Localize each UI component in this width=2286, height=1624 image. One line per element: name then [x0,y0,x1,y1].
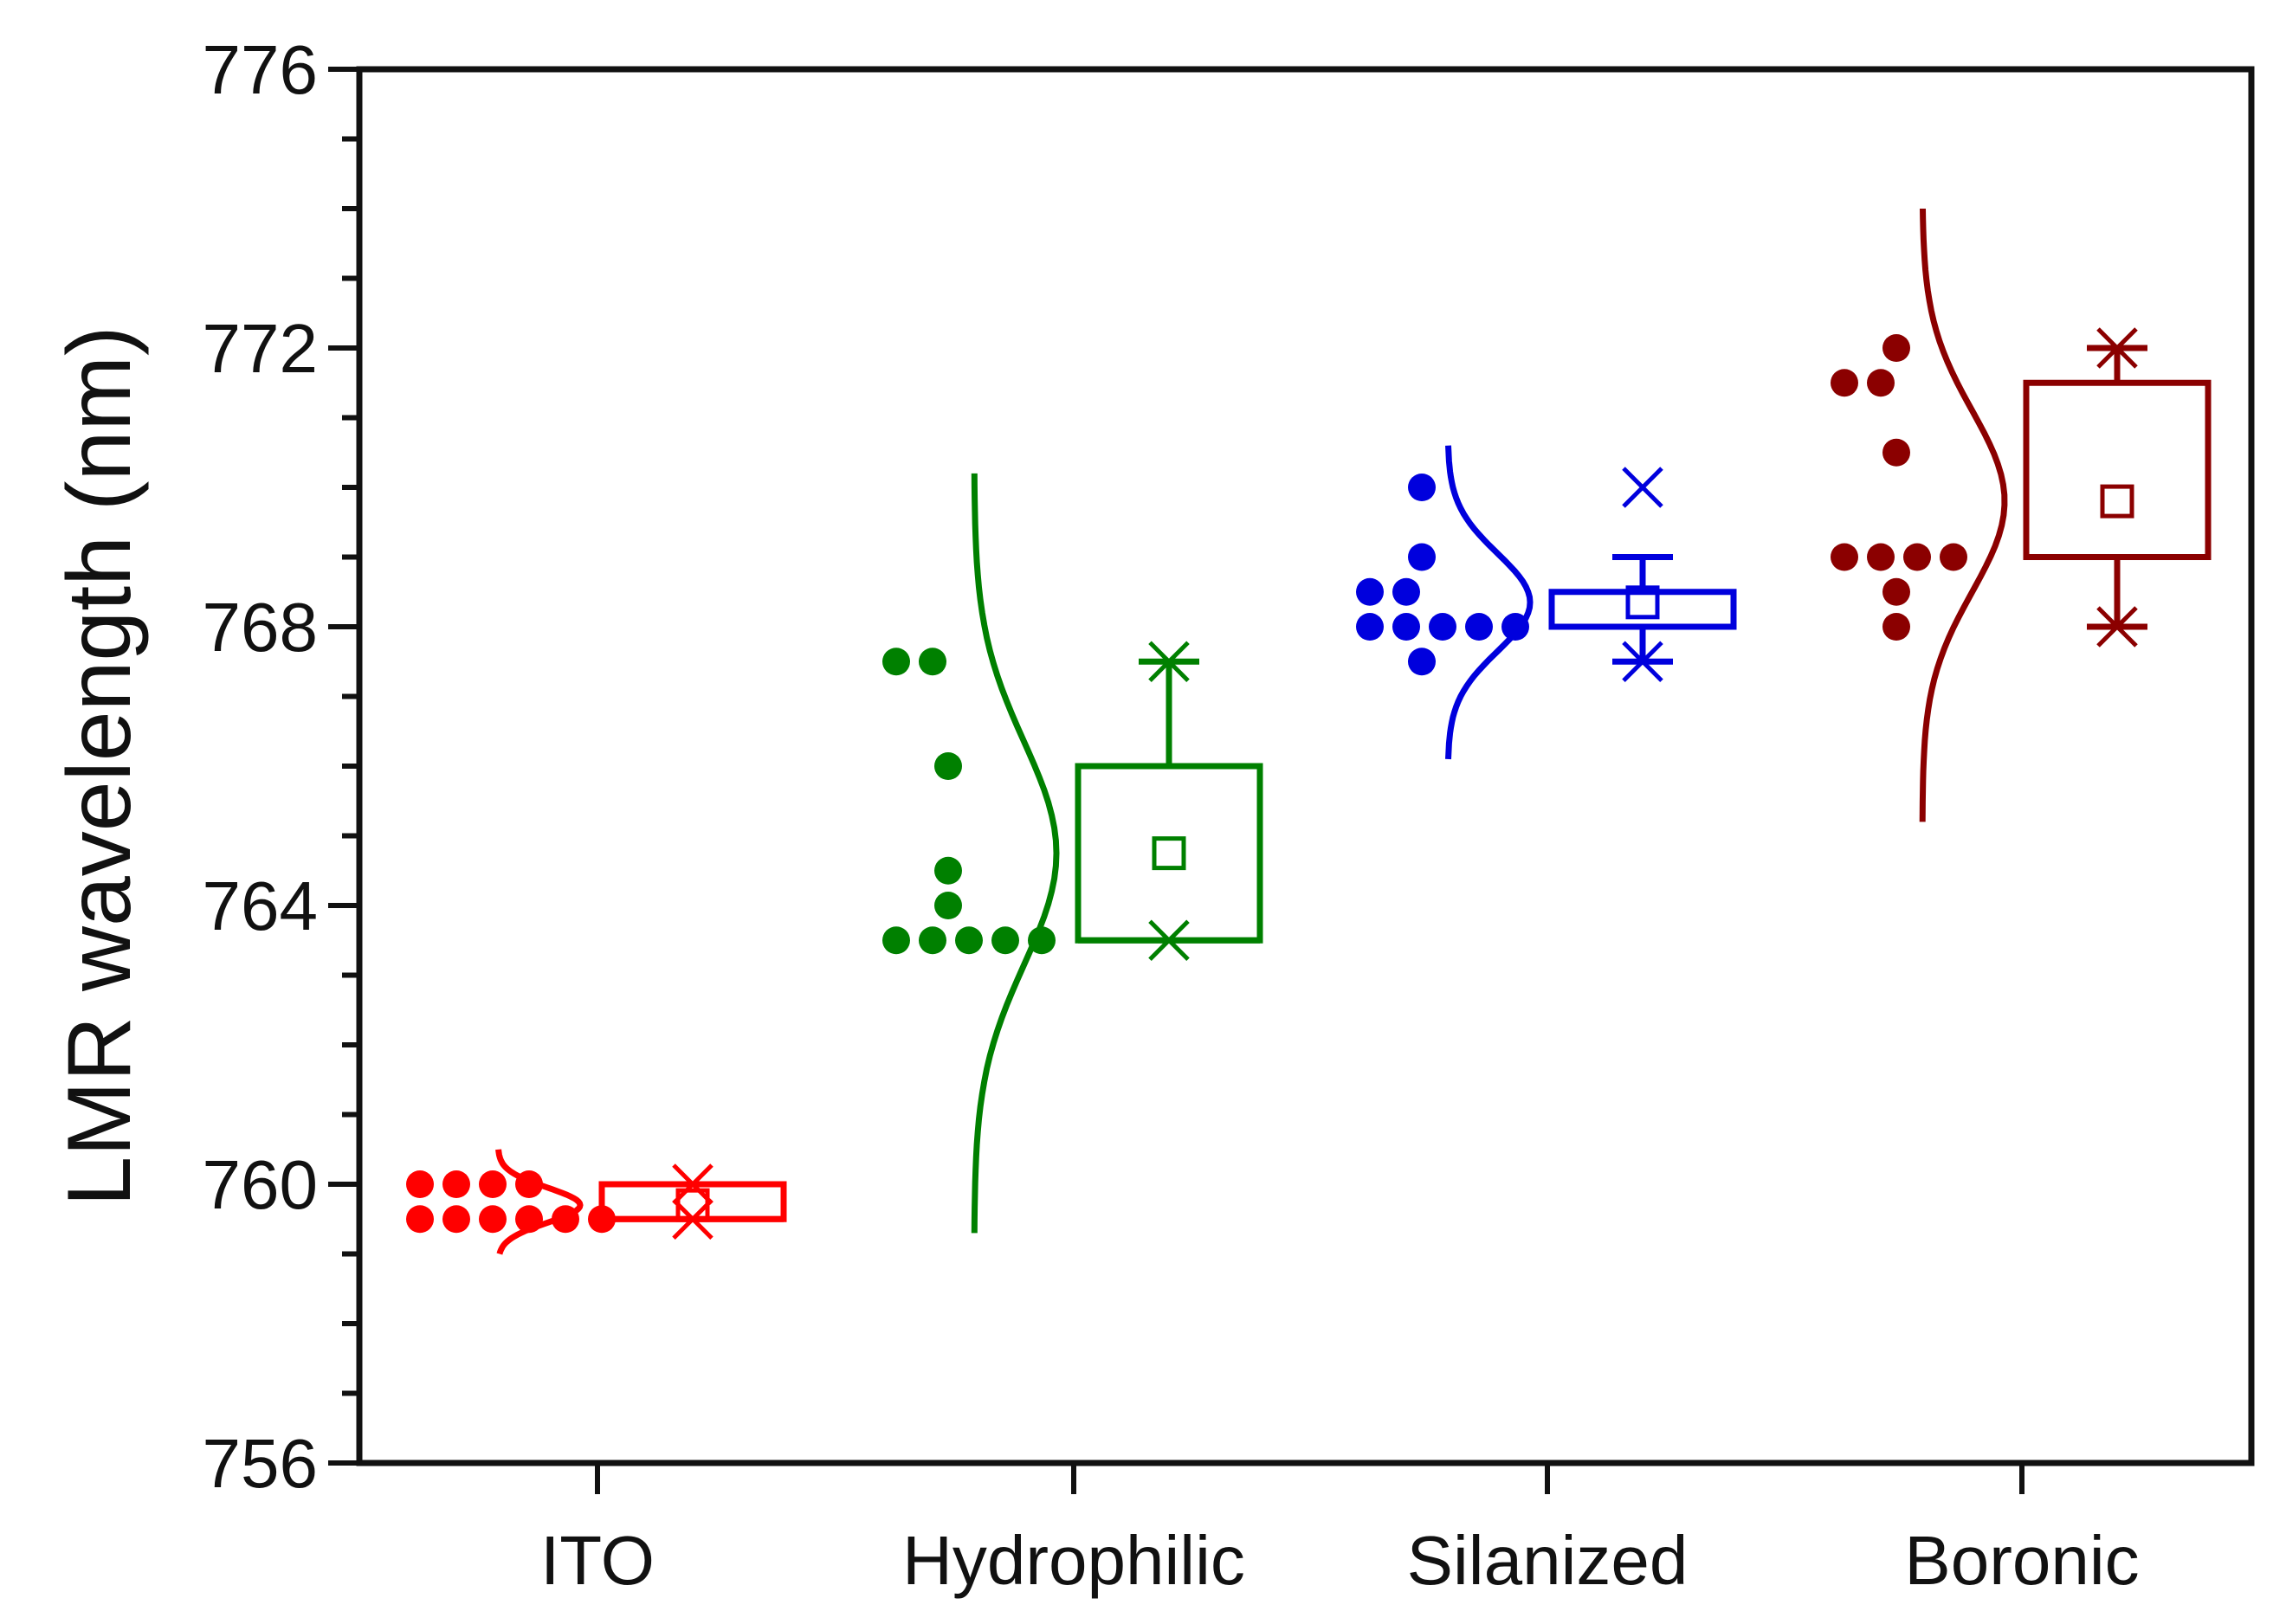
data-point [919,648,946,676]
data-point [1903,543,1931,571]
max-marker [1148,641,1190,683]
distribution-curve [1919,208,2008,822]
series-hydrophilic [882,473,1263,1234]
data-point [406,1205,434,1234]
data-point [1882,438,1910,467]
data-point [955,926,983,955]
data-point [882,926,910,955]
plot-frame [356,66,2255,1466]
data-point [442,1205,470,1234]
data-point [919,926,946,955]
data-point [1356,613,1384,641]
data-point [1408,543,1436,571]
mean-marker [1625,585,1660,620]
data-point [406,1170,434,1198]
data-point [991,926,1019,955]
y-tick-label: 772 [203,310,318,387]
min-marker [1148,919,1190,962]
y-tick-label: 760 [203,1146,318,1223]
data-point [1392,577,1420,606]
y-tick-label: 764 [203,867,318,944]
plot-area [406,208,2212,1255]
data-point [1465,613,1493,641]
y-tick-label: 756 [203,1425,318,1502]
data-point [882,648,910,676]
mean-marker [2100,484,2134,519]
x-axis: ITO Hydrophilic Silanized Boronic [540,1463,2140,1599]
data-point [1429,613,1456,641]
box [1075,763,1263,944]
data-point [1831,543,1858,571]
data-point [479,1170,507,1198]
min-marker [2096,606,2138,648]
y-tick-label: 768 [203,589,318,666]
max-marker [672,1163,714,1205]
y-axis-title: LMR wavelength (nm) [49,325,150,1206]
data-point [1356,577,1384,606]
max-marker [1622,467,1663,508]
data-point [1867,369,1895,397]
mean-marker [1152,836,1186,871]
x-tick-label: Hydrophilic [902,1522,1245,1599]
distribution-curve [1445,445,1534,760]
series-silanized [1356,445,1737,760]
x-tick-label: Boronic [1904,1522,2139,1599]
data-point [1867,543,1895,571]
data-point [1882,577,1910,606]
series-boronic [1831,208,2212,822]
min-marker [1622,641,1663,683]
distribution-curve [495,1149,584,1255]
data-point [442,1170,470,1198]
box [2023,379,2212,560]
data-point [479,1205,507,1234]
data-point [1408,474,1436,501]
max-marker [2096,327,2138,369]
min-marker [672,1198,714,1241]
data-point [934,752,962,780]
data-point [934,892,962,919]
y-tick-label: 776 [203,31,318,108]
data-point [1882,613,1910,641]
data-point [1882,334,1910,362]
x-tick-label: Silanized [1407,1522,1689,1599]
y-axis: 756 760 764 768 772 776 [203,31,359,1502]
series-ito [406,1149,787,1255]
data-point [1392,613,1420,641]
distribution-curve [971,473,1060,1234]
data-point [1940,543,1967,571]
box [1548,589,1737,630]
data-point [934,856,962,885]
data-point [1408,648,1436,676]
data-point [1831,369,1858,397]
x-tick-label: ITO [540,1522,655,1599]
